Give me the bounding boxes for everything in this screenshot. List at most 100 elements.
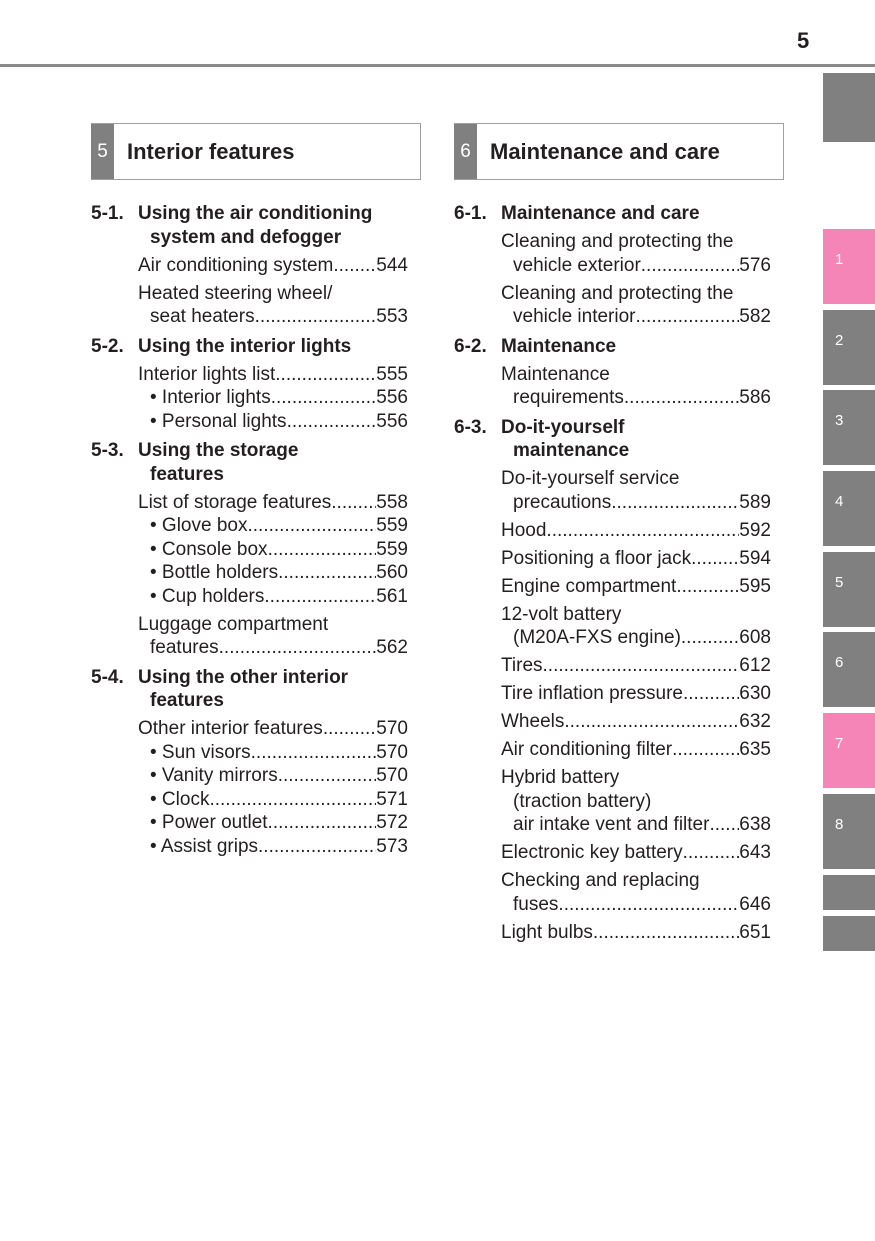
toc-entry[interactable]: Positioning a floor jack 594 — [501, 547, 771, 571]
toc-entry-line[interactable]: Hood 592 — [501, 519, 771, 543]
toc-entry[interactable]: Heated steering wheel/seat heaters 553 — [138, 282, 408, 329]
toc-entry[interactable]: Wheels 632 — [501, 710, 771, 734]
page-ref: 556 — [376, 387, 408, 408]
chapter-heading[interactable]: 6-1. Maintenance and care — [454, 202, 784, 226]
entry-text: fuses — [513, 893, 559, 915]
entry-text: • Glove box — [150, 515, 248, 536]
chapter: 5-3. Using the storage features List of sto… — [91, 439, 421, 660]
entry-text: features — [150, 637, 219, 658]
toc-entry[interactable]: 12-volt battery(M20A-FXS engine) 608 — [501, 603, 771, 650]
toc-entry[interactable]: Other interior features 570 • Sun visors 57… — [138, 717, 408, 858]
toc-entry[interactable]: Tires 612 — [501, 654, 771, 678]
toc-entry[interactable]: Hybrid battery (traction battery) air inta… — [501, 766, 771, 837]
toc-entry-line[interactable]: Other interior features 570 — [138, 717, 408, 741]
toc-subentry[interactable]: • Assist grips 573 — [138, 835, 408, 859]
toc-subentry[interactable]: • Interior lights 556 — [138, 386, 408, 410]
chapter-number: 5-3. — [91, 440, 124, 461]
toc-entry-line[interactable]: Air conditioning system 544 — [138, 254, 408, 278]
toc-subentry[interactable]: • Console box 559 — [138, 538, 408, 562]
chapter-title-line: maintenance — [513, 440, 630, 461]
side-tab-7[interactable]: 7 — [823, 713, 875, 788]
toc-entry[interactable]: Hood 592 — [501, 519, 771, 543]
toc-entry-line[interactable]: precautions 589 — [501, 491, 771, 515]
dot-leader — [251, 741, 377, 765]
entry-text: vehicle exterior — [513, 254, 641, 276]
toc-entry-line[interactable]: Electronic key battery 643 — [501, 841, 771, 865]
toc-entry-line[interactable]: Tire inflation pressure 630 — [501, 682, 771, 706]
side-tab-6[interactable]: 6 — [823, 632, 875, 707]
toc-entry[interactable]: Interior lights list555• Interior lights… — [138, 363, 408, 434]
chapter-heading[interactable]: 5-3. Using the storage features — [91, 439, 421, 486]
toc-subentry[interactable]: • Sun visors 570 — [138, 741, 408, 765]
toc-entry-line: Luggage compartment — [138, 613, 408, 637]
chapter-heading[interactable]: 5-4. Using the other interior features — [91, 666, 421, 713]
toc-entry-line[interactable]: (M20A-FXS engine) 608 — [501, 626, 771, 650]
toc-entry-line[interactable]: seat heaters 553 — [138, 305, 408, 329]
toc-entry[interactable]: Engine compartment 595 — [501, 575, 771, 599]
entry-text: List of storage features — [138, 491, 332, 513]
side-tab-8[interactable]: 8 — [823, 794, 875, 869]
toc-entry[interactable]: Air conditioning filter 635 — [501, 738, 771, 762]
side-tab-4[interactable]: 4 — [823, 471, 875, 546]
toc-subentry[interactable]: • Power outlet 572 — [138, 811, 408, 835]
toc-entry[interactable]: Air conditioning system 544 — [138, 254, 408, 278]
toc-entry-line[interactable]: List of storage features 558 — [138, 491, 408, 515]
toc-entry-line[interactable]: Air conditioning filter 635 — [501, 738, 771, 762]
toc-subentry[interactable]: • Bottle holders 560 — [138, 561, 408, 585]
side-tab[interactable] — [823, 875, 875, 910]
toc-entry[interactable]: Cleaning and protecting the vehicle exter… — [501, 230, 771, 277]
toc-subentry[interactable]: • Glove box 559 — [138, 514, 408, 538]
toc-entry-line[interactable]: Light bulbs 651 — [501, 921, 771, 945]
chapter: 6-1. Maintenance and care Cleaning and pro… — [454, 202, 784, 329]
toc-entry[interactable]: List of storage features 558 • Glove box 55… — [138, 491, 408, 609]
entry-text: 12-volt battery — [501, 603, 622, 625]
chapter-title: Using the interior lights — [138, 335, 351, 359]
chapter-heading[interactable]: 5-1. Using the air conditioning system and… — [91, 202, 421, 249]
toc-subentry[interactable]: • Vanity mirrors 570 — [138, 764, 408, 788]
toc-entry[interactable]: Light bulbs 651 — [501, 921, 771, 945]
entry-text: Checking and replacing — [501, 870, 700, 891]
dot-leader — [278, 764, 377, 788]
side-tab-1[interactable]: 1 — [823, 229, 875, 304]
toc-entry-line[interactable]: fuses 646 — [501, 893, 771, 917]
toc-entry-line[interactable]: Tires 612 — [501, 654, 771, 678]
entry-text: air intake vent and filter — [513, 814, 710, 835]
toc-subentry[interactable]: • Personal lights 556 — [138, 410, 408, 434]
chapter-heading[interactable]: 6-2. Maintenance — [454, 335, 784, 359]
dot-leader — [268, 811, 377, 835]
page-ref: 595 — [739, 575, 771, 597]
chapter-heading[interactable]: 5-2. Using the interior lights — [91, 335, 421, 359]
toc-entry-line[interactable]: Positioning a floor jack 594 — [501, 547, 771, 571]
entry-text: precautions — [513, 491, 612, 513]
side-tab[interactable] — [823, 916, 875, 951]
toc-entry-line[interactable]: air intake vent and filter 638 — [501, 813, 771, 837]
side-tab-5[interactable]: 5 — [823, 552, 875, 627]
toc-entry-line[interactable]: Engine compartment 595 — [501, 575, 771, 599]
side-tab[interactable] — [823, 73, 875, 142]
toc-entry-line[interactable]: features 562 — [138, 636, 408, 660]
chapter-title: Do-it-yourself maintenance — [501, 416, 629, 463]
section-title: Interior features — [127, 138, 295, 164]
page-ref: 582 — [739, 306, 771, 327]
entry-text: • Clock — [150, 788, 210, 810]
toc-entry-line[interactable]: vehicle interior 582 — [501, 305, 771, 329]
toc-subentry[interactable]: • Cup holders 561 — [138, 585, 408, 609]
toc-entry-line[interactable]: Interior lights list 555 — [138, 363, 408, 387]
toc-entry[interactable]: Cleaning and protecting the vehicle inter… — [501, 282, 771, 329]
toc-subentry[interactable]: • Clock 571 — [138, 788, 408, 812]
entry-text: Cleaning and protecting the — [501, 231, 734, 252]
chapter-title-line: Using the storage — [138, 440, 299, 461]
toc-entry[interactable]: Tire inflation pressure 630 — [501, 682, 771, 706]
toc-entry-line[interactable]: Wheels 632 — [501, 710, 771, 734]
toc-entry-line[interactable]: vehicle exterior 576 — [501, 254, 771, 278]
chapter-number: 6-1. — [454, 203, 487, 224]
side-tab-3[interactable]: 3 — [823, 390, 875, 465]
toc-entry-line[interactable]: requirements 586 — [501, 386, 771, 410]
toc-entry[interactable]: Electronic key battery 643 — [501, 841, 771, 865]
side-tab-2[interactable]: 2 — [823, 310, 875, 385]
chapter-heading[interactable]: 6-3. Do-it-yourself maintenance — [454, 416, 784, 463]
